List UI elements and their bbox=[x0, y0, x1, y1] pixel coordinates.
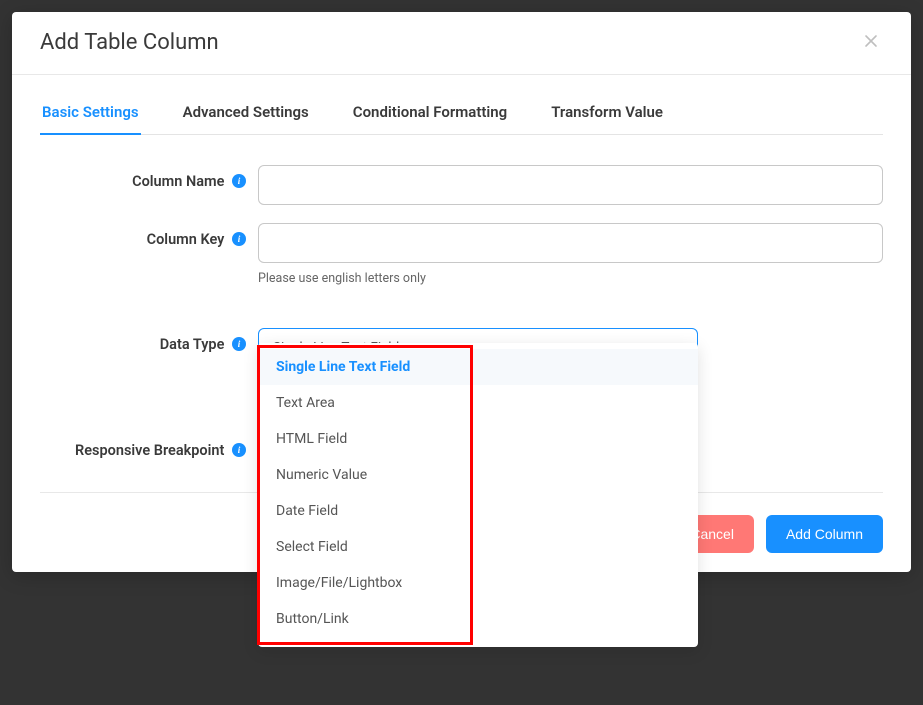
info-icon[interactable]: i bbox=[232, 232, 246, 246]
column-key-input[interactable] bbox=[258, 223, 883, 263]
data-type-dropdown: Single Line Text Field Text Area HTML Fi… bbox=[258, 343, 698, 647]
label-column-key: Column Key i bbox=[40, 223, 258, 248]
label-column-name: Column Name i bbox=[40, 165, 258, 190]
tab-advanced-settings[interactable]: Advanced Settings bbox=[181, 103, 311, 135]
row-column-key: Column Key i Please use english letters … bbox=[40, 223, 883, 286]
dropdown-option[interactable]: Image/File/Lightbox bbox=[258, 565, 698, 601]
modal-title: Add Table Column bbox=[40, 30, 219, 55]
info-icon[interactable]: i bbox=[232, 337, 246, 351]
label-responsive-breakpoint: Responsive Breakpoint i bbox=[40, 434, 258, 459]
column-key-helper: Please use english letters only bbox=[258, 271, 883, 286]
tabs: Basic Settings Advanced Settings Conditi… bbox=[40, 103, 883, 135]
dropdown-option[interactable]: Date Field bbox=[258, 493, 698, 529]
tab-basic-settings[interactable]: Basic Settings bbox=[40, 103, 141, 135]
info-icon[interactable]: i bbox=[232, 443, 246, 457]
control-column-name bbox=[258, 165, 883, 205]
info-icon[interactable]: i bbox=[232, 174, 246, 188]
control-column-key: Please use english letters only bbox=[258, 223, 883, 286]
label-data-type-text: Data Type bbox=[160, 336, 225, 353]
add-column-button[interactable]: Add Column bbox=[766, 515, 883, 553]
tab-conditional-formatting[interactable]: Conditional Formatting bbox=[351, 103, 509, 135]
column-name-input[interactable] bbox=[258, 165, 883, 205]
dropdown-option[interactable]: Text Area bbox=[258, 385, 698, 421]
modal-header: Add Table Column bbox=[12, 12, 911, 75]
label-column-key-text: Column Key bbox=[147, 231, 225, 248]
dropdown-option[interactable]: Numeric Value bbox=[258, 457, 698, 493]
label-data-type: Data Type i bbox=[40, 328, 258, 353]
tab-transform-value[interactable]: Transform Value bbox=[549, 103, 665, 135]
dropdown-option[interactable]: HTML Field bbox=[258, 421, 698, 457]
modal-body: Basic Settings Advanced Settings Conditi… bbox=[12, 75, 911, 553]
close-icon[interactable] bbox=[859, 28, 883, 56]
dropdown-option[interactable]: Single Line Text Field bbox=[258, 349, 698, 385]
dropdown-option[interactable]: Select Field bbox=[258, 529, 698, 565]
label-column-name-text: Column Name bbox=[132, 173, 224, 190]
dropdown-option[interactable]: Button/Link bbox=[258, 601, 698, 637]
add-column-modal: Add Table Column Basic Settings Advanced… bbox=[12, 12, 911, 572]
row-column-name: Column Name i bbox=[40, 165, 883, 205]
label-responsive-breakpoint-text: Responsive Breakpoint bbox=[75, 442, 224, 459]
